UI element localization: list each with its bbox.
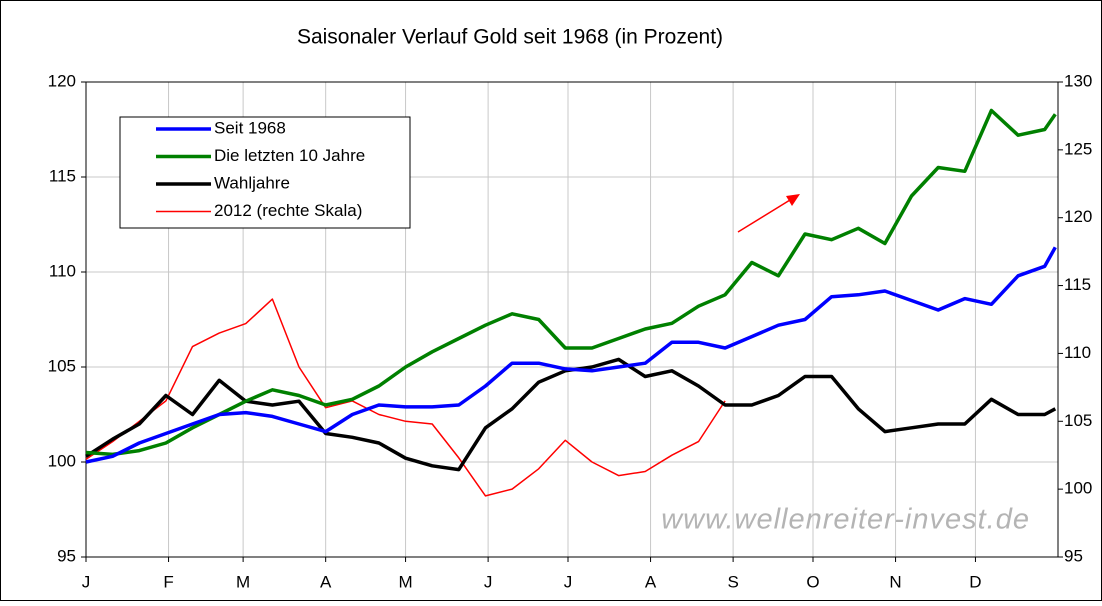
y2-tick-label: 100 [1064, 479, 1092, 498]
x-tick-label: J [564, 572, 573, 591]
x-tick-label: M [236, 572, 250, 591]
y2-tick-label: 120 [1064, 207, 1092, 226]
x-tick-label: A [645, 572, 657, 591]
y2-tick-label: 105 [1064, 411, 1092, 430]
y-tick-label: 100 [48, 451, 76, 470]
x-tick-label: J [484, 572, 493, 591]
series-line [85, 246, 1057, 464]
y2-tick-label: 95 [1064, 546, 1083, 565]
legend-label: Wahljahre [214, 173, 290, 192]
series-line [85, 108, 1057, 457]
legend-box [119, 116, 411, 229]
plot-frame [85, 81, 1059, 558]
y-tick-label: 110 [49, 261, 76, 280]
x-tick-label: M [398, 572, 412, 591]
legend-label: Seit 1968 [214, 118, 286, 137]
x-tick-label: S [727, 572, 738, 591]
legend-label: Die letzten 10 Jahre [214, 146, 365, 165]
y-tick-label: 95 [57, 546, 76, 565]
arrow-line [737, 199, 791, 233]
y2-tick-label: 125 [1064, 139, 1092, 158]
watermark: www.wellenreiter-invest.de [661, 504, 1030, 536]
series-line [85, 298, 726, 497]
x-tick-label: O [806, 572, 819, 591]
x-tick-label: F [163, 572, 173, 591]
chart-title: Saisonaler Verlauf Gold seit 1968 (in Pr… [297, 26, 723, 49]
x-tick-label: N [889, 572, 901, 591]
y2-tick-label: 115 [1064, 275, 1091, 294]
legend-label: 2012 (rechte Skala) [214, 201, 362, 220]
x-tick-label: A [320, 572, 332, 591]
y-tick-label: 120 [48, 71, 76, 90]
arrow-head [786, 194, 800, 206]
y-tick-label: 115 [49, 166, 76, 185]
x-tick-label: J [82, 572, 91, 591]
y2-tick-label: 110 [1064, 343, 1091, 362]
x-tick-label: D [969, 572, 981, 591]
y-tick-label: 105 [48, 356, 76, 375]
y2-tick-label: 130 [1064, 71, 1092, 90]
